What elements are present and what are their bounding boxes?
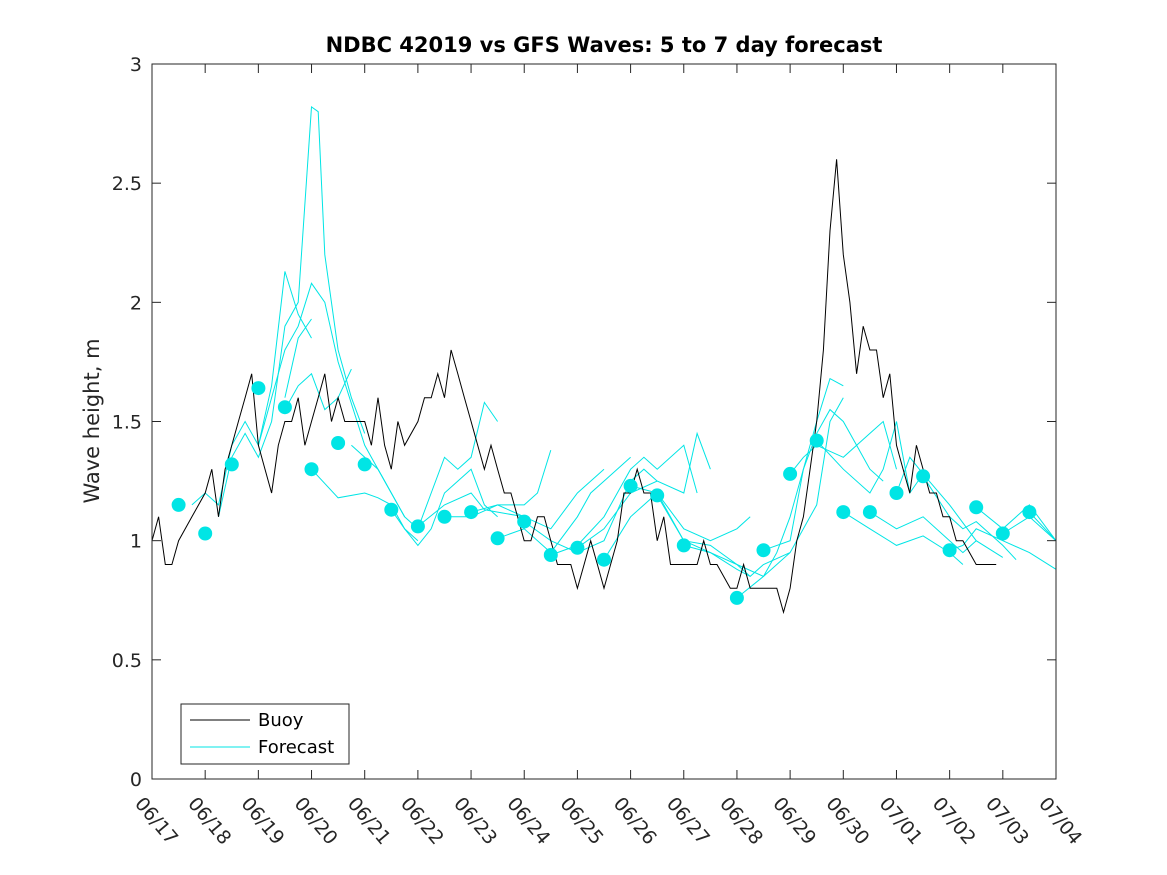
legend-forecast-label: Forecast bbox=[258, 737, 334, 758]
forecast-marker-23 bbox=[783, 466, 798, 481]
forecast-marker-30 bbox=[969, 500, 984, 515]
y-tick-label-3: 1.5 bbox=[112, 412, 142, 434]
y-axis-label: Wave height, m bbox=[80, 338, 104, 503]
forecast-marker-27 bbox=[889, 486, 904, 500]
chart-title: NDBC 42019 vs GFS Waves: 5 to 7 day fore… bbox=[326, 33, 883, 57]
forecast-line-26 bbox=[896, 456, 1004, 558]
forecast-marker-7 bbox=[331, 436, 346, 450]
forecast-line-19 bbox=[683, 397, 844, 577]
forecast-marker-13 bbox=[490, 531, 505, 546]
x-tick-label-2: 06/19 bbox=[237, 793, 289, 849]
series-layer bbox=[151, 105, 1057, 615]
y-tick-label-2: 1 bbox=[130, 531, 142, 553]
plot-area-background bbox=[152, 64, 1056, 779]
forecast-marker-5 bbox=[277, 400, 292, 415]
forecast-marker-16 bbox=[570, 540, 585, 555]
y-tick-label-5: 2.5 bbox=[112, 173, 142, 195]
forecast-line-21 bbox=[763, 408, 884, 551]
forecast-marker-2 bbox=[198, 526, 213, 541]
forecast-line-20 bbox=[736, 377, 844, 599]
forecast-marker-22 bbox=[756, 543, 771, 558]
forecast-marker-17 bbox=[597, 552, 611, 567]
x-tick-label-15: 07/02 bbox=[928, 793, 980, 849]
forecast-line-5 bbox=[284, 318, 312, 398]
x-tick-label-17: 07/04 bbox=[1034, 793, 1086, 849]
x-tick-label-13: 06/30 bbox=[821, 793, 873, 849]
forecast-line-29 bbox=[975, 504, 1057, 541]
x-tick-label-11: 06/28 bbox=[715, 793, 767, 849]
forecast-marker-6 bbox=[304, 462, 319, 477]
forecast-line-9 bbox=[417, 492, 525, 527]
y-tick-label-0: 0 bbox=[130, 769, 142, 791]
forecast-marker-24 bbox=[809, 433, 824, 448]
forecast-marker-9 bbox=[384, 502, 399, 517]
forecast-line-28 bbox=[949, 528, 1057, 570]
forecast-line-12 bbox=[497, 456, 631, 554]
forecast-marker-31 bbox=[995, 526, 1010, 541]
buoy-line bbox=[151, 159, 997, 615]
forecast-marker-11 bbox=[437, 509, 452, 524]
forecast-marker-8 bbox=[357, 457, 372, 472]
forecast-line-4 bbox=[284, 368, 352, 411]
legend-box bbox=[180, 703, 350, 765]
x-tick-label-16: 07/03 bbox=[981, 793, 1033, 849]
x-tick-label-14: 07/01 bbox=[875, 793, 927, 849]
forecast-marker-14 bbox=[517, 514, 532, 529]
forecast-marker-15 bbox=[543, 548, 558, 562]
forecast-marker-29 bbox=[942, 543, 957, 558]
forecast-marker-32 bbox=[1022, 505, 1037, 520]
forecast-marker-21 bbox=[729, 590, 744, 605]
y-tick-label-1: 0.5 bbox=[112, 650, 142, 672]
forecast-marker-18 bbox=[623, 478, 638, 493]
forecast-line-27 bbox=[922, 476, 1017, 561]
forecast-line-16 bbox=[603, 492, 751, 560]
x-tick-label-3: 06/20 bbox=[290, 793, 342, 849]
x-tick-label-9: 06/26 bbox=[609, 793, 661, 849]
forecast-marker-25 bbox=[836, 505, 851, 520]
x-tick-label-0: 06/17 bbox=[130, 793, 182, 849]
x-tick-label-6: 06/23 bbox=[449, 793, 501, 849]
x-tick-label-5: 06/22 bbox=[396, 793, 448, 849]
forecast-marker-1 bbox=[171, 497, 186, 512]
y-tick-label-6: 3 bbox=[130, 54, 142, 76]
legend: Buoy Forecast bbox=[180, 703, 350, 765]
x-tick-label-1: 06/18 bbox=[183, 793, 235, 849]
forecast-line-22 bbox=[789, 420, 897, 475]
forecast-line-8 bbox=[390, 468, 498, 547]
forecast-marker-4 bbox=[251, 381, 266, 396]
forecast-line-15 bbox=[577, 431, 711, 549]
y-tick-label-4: 2 bbox=[130, 292, 142, 314]
forecast-marker-3 bbox=[224, 457, 239, 472]
forecast-line-2 bbox=[218, 105, 366, 517]
forecast-line-14 bbox=[550, 444, 698, 556]
x-tick-label-10: 06/27 bbox=[662, 793, 714, 849]
forecast-marker-20 bbox=[676, 538, 691, 553]
forecast-line-1 bbox=[191, 271, 312, 506]
forecast-line-25 bbox=[869, 511, 977, 554]
forecast-marker-28 bbox=[916, 469, 931, 484]
legend-buoy-label: Buoy bbox=[258, 710, 304, 731]
x-tick-label-4: 06/21 bbox=[343, 793, 395, 849]
forecast-marker-19 bbox=[650, 488, 665, 503]
forecast-line-11 bbox=[470, 468, 605, 530]
forecast-marker-26 bbox=[862, 505, 877, 520]
forecast-marker-10 bbox=[410, 519, 425, 534]
x-tick-label-12: 06/29 bbox=[768, 793, 820, 849]
x-tick-label-8: 06/25 bbox=[556, 793, 608, 849]
forecast-marker-12 bbox=[464, 505, 479, 520]
x-tick-label-7: 06/24 bbox=[502, 793, 554, 849]
